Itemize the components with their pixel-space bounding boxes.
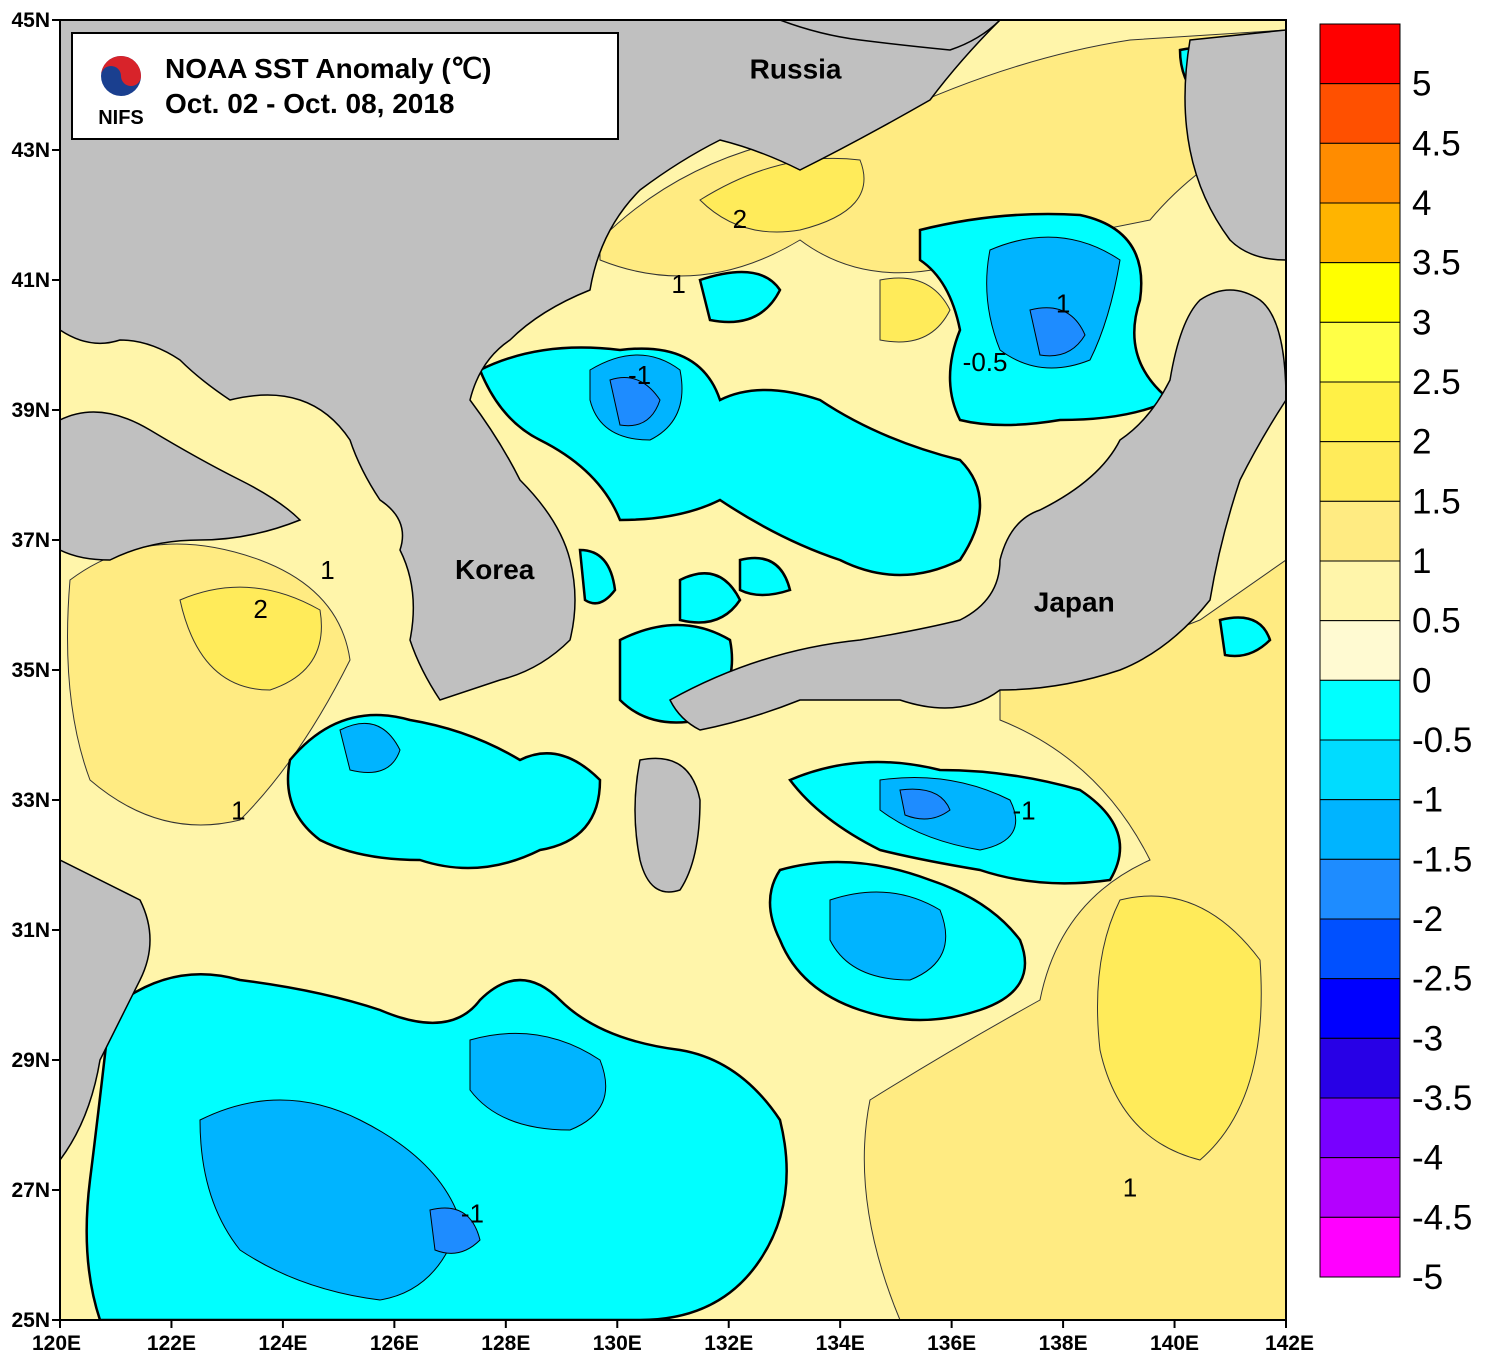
- lat-label: 43N: [11, 139, 50, 162]
- lat-label: 45N: [11, 9, 50, 32]
- coldest-anomaly-regions: [429, 307, 1086, 1254]
- colorbar-segment: [1319, 83, 1401, 144]
- colorbar-segment: [1319, 23, 1401, 85]
- colorbar-segment: [1319, 1037, 1401, 1099]
- colorbar-label: -4.5: [1412, 1198, 1472, 1237]
- region-label-korea: Korea: [455, 554, 535, 585]
- lon-label: 128E: [481, 1332, 530, 1355]
- latitude-labels: 45N 43N 41N 39N 37N 35N 33N 31N 29N 27N 25N: [11, 9, 50, 1332]
- contour-label: -1: [628, 360, 651, 390]
- colorbar-label: 3.5: [1412, 244, 1461, 283]
- contour-label: -1: [1013, 796, 1036, 826]
- contour-label: 1: [671, 269, 685, 299]
- contour-label: 1: [1056, 289, 1070, 319]
- colorbar-label: 2.5: [1412, 363, 1461, 402]
- colorbar-segment: [1319, 679, 1401, 741]
- nifs-logo-icon: NIFS: [98, 56, 144, 129]
- colorbar-label: -2: [1412, 900, 1443, 939]
- colorbar-segment: [1319, 381, 1401, 443]
- contour-label: 2: [733, 204, 747, 234]
- colorbar-segment: [1319, 1216, 1401, 1278]
- logo-text: NIFS: [98, 107, 144, 129]
- colorbar-segment: [1319, 560, 1401, 622]
- colder-anomaly-regions: [199, 236, 1121, 1301]
- map-date-range: Oct. 02 - Oct. 08, 2018: [165, 88, 455, 119]
- colorbar-label: 1: [1412, 542, 1431, 581]
- region-label-russia: Russia: [750, 54, 842, 85]
- lon-label: 122E: [147, 1332, 196, 1355]
- lon-label: 130E: [593, 1332, 642, 1355]
- warmer-anomaly-regions: [179, 157, 1262, 1161]
- lon-label: 138E: [1039, 1332, 1088, 1355]
- lat-label: 35N: [11, 659, 50, 682]
- contour-label: 1: [231, 796, 245, 826]
- region-labels: Russia Korea Japan: [455, 54, 1115, 618]
- colorbar-label: 1.5: [1412, 482, 1461, 521]
- lat-label: 29N: [11, 1049, 50, 1072]
- colorbar-label: 2: [1412, 423, 1431, 462]
- colorbar-segment: [1319, 739, 1401, 801]
- colorbar-segment: [1319, 142, 1401, 204]
- colorbar-segment: [1319, 441, 1401, 502]
- colorbar-label: 4: [1412, 184, 1431, 223]
- longitude-labels: 120E 122E 124E 126E 128E 130E 132E 134E 136E 138E…: [32, 1332, 1314, 1355]
- colorbar-label: -0.5: [1412, 721, 1472, 760]
- colorbar-segment: [1319, 1097, 1401, 1159]
- colorbar-segment: [1319, 262, 1401, 323]
- colorbar-label: -2.5: [1412, 960, 1472, 999]
- lat-label: 41N: [11, 269, 50, 292]
- map-title: NOAA SST Anomaly (℃): [165, 53, 492, 84]
- colorbar-labels: 5 4.5 4 3.5 3 2.5 2 1.5 1 0.5 0 -0.5 -1 -1.5 -2 -2.5 -3 -…: [1412, 65, 1472, 1297]
- colorbar: [1319, 23, 1401, 1278]
- lon-label: 124E: [258, 1332, 307, 1355]
- axis-ticks: [52, 19, 1287, 1328]
- contour-label: 1: [320, 555, 334, 585]
- contour-labels: 2 1 -1 1 -0.5 1 2 1 -1 1 -1: [231, 204, 1137, 1229]
- region-label-japan: Japan: [1034, 587, 1115, 618]
- lat-label: 37N: [11, 529, 50, 552]
- land-masses: [60, 20, 1286, 1162]
- colorbar-label: -3: [1412, 1019, 1443, 1058]
- colorbar-segment: [1319, 321, 1401, 383]
- colorbar-label: 3: [1412, 303, 1431, 342]
- lat-label: 25N: [11, 1309, 50, 1332]
- lon-label: 134E: [816, 1332, 865, 1355]
- colorbar-label: 5: [1412, 65, 1431, 104]
- lon-label: 126E: [370, 1332, 419, 1355]
- colorbar-segment: [1319, 500, 1401, 562]
- colorbar-label: 0.5: [1412, 602, 1461, 641]
- lat-label: 27N: [11, 1179, 50, 1202]
- lon-label: 140E: [1150, 1332, 1199, 1355]
- colorbar-label: -5: [1412, 1258, 1443, 1297]
- colorbar-label: -4: [1412, 1139, 1443, 1178]
- lon-label: 136E: [927, 1332, 976, 1355]
- contour-label: 2: [253, 594, 267, 624]
- colorbar-segment: [1319, 799, 1401, 860]
- lon-label: 120E: [32, 1332, 81, 1355]
- lat-label: 39N: [11, 399, 50, 422]
- colorbar-label: -1: [1412, 781, 1443, 820]
- colorbar-segment: [1319, 620, 1401, 681]
- lat-label: 33N: [11, 789, 50, 812]
- lon-label: 132E: [704, 1332, 753, 1355]
- contour-label: -1: [461, 1199, 484, 1229]
- lat-label: 31N: [11, 919, 50, 942]
- colorbar-label: -1.5: [1412, 840, 1472, 879]
- colorbar-label: 0: [1412, 661, 1431, 700]
- contour-label: -0.5: [963, 347, 1008, 377]
- colorbar-segment: [1319, 978, 1401, 1039]
- colorbar-segment: [1319, 858, 1401, 920]
- colorbar-label: 4.5: [1412, 124, 1461, 163]
- colorbar-label: -3.5: [1412, 1079, 1472, 1118]
- lon-label: 142E: [1265, 1332, 1314, 1355]
- contour-label: 1: [1123, 1173, 1137, 1203]
- legend-title-box: NIFS NOAA SST Anomaly (℃) Oct. 02 - Oct.…: [71, 32, 619, 140]
- colorbar-segment: [1319, 1157, 1401, 1218]
- colorbar-segment: [1319, 202, 1401, 264]
- colorbar-segment: [1319, 918, 1401, 980]
